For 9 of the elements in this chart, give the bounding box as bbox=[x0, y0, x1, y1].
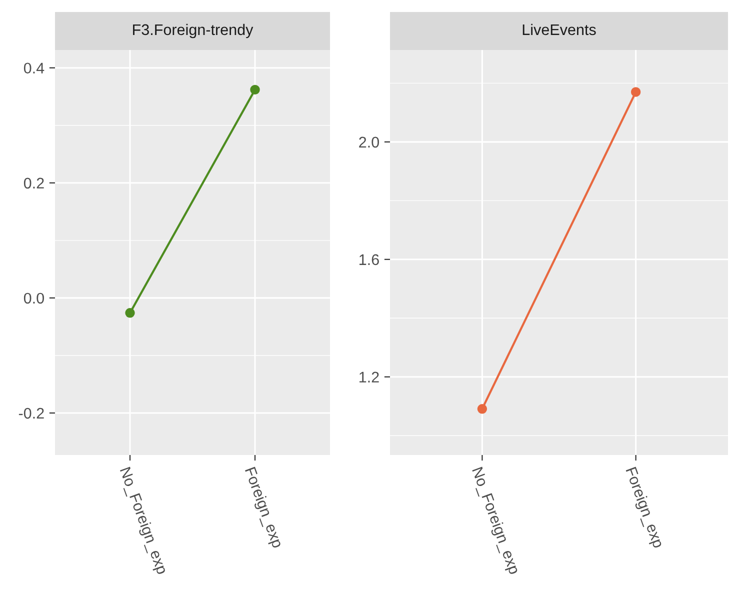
y-tick-label: 2.0 bbox=[359, 136, 379, 148]
y-tick-label: 1.2 bbox=[360, 372, 379, 382]
chart-title: LiveEvents bbox=[522, 24, 596, 36]
y-tick-label: 0.2 bbox=[24, 178, 44, 189]
y-tick-label: 0.0 bbox=[24, 292, 44, 304]
y-tick-label: 0.4 bbox=[24, 62, 44, 74]
y-tick-label: 1.6 bbox=[360, 254, 379, 266]
chart-title: F3.Foreign-trendy bbox=[133, 24, 254, 38]
y-tick-label: -0.2 bbox=[18, 408, 44, 419]
